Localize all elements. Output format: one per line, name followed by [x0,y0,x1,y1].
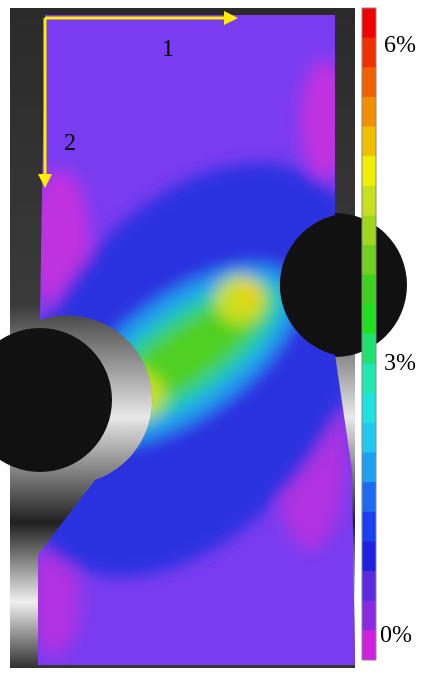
arrow-1-head [224,11,238,25]
colorbar [361,7,377,661]
colorbar-band [362,363,376,394]
colorbar-band [362,185,376,216]
colorbar-band [362,8,376,39]
grip-left [0,328,112,472]
axis-label: 1 [162,36,174,62]
colorbar-band [362,630,376,661]
colorbar-band [362,274,376,305]
colorbar-band [362,511,376,542]
colorbar-band [362,67,376,98]
colorbar-band [362,304,376,335]
colorbar-band [362,37,376,68]
colorbar-band [362,334,376,365]
colorbar-band [362,215,376,246]
colorbar-band [362,156,376,187]
colorbar-band [362,541,376,572]
colorbar-band [362,126,376,157]
colorbar-label: 3% [384,350,416,376]
colorbar-outline [361,7,377,661]
colorbar-band [362,600,376,631]
colorbar-band [362,482,376,513]
colorbar-band [362,571,376,602]
colorbar-band [362,452,376,483]
colorbar-band [362,96,376,128]
axis-label: 2 [64,130,76,156]
colorbar-band [362,393,376,424]
arrow-2-head [38,174,52,188]
colorbar-label: 0% [380,622,412,648]
colorbar-band [362,245,376,276]
colorbar-label: 6% [384,32,416,58]
colorbar-band [362,422,376,454]
